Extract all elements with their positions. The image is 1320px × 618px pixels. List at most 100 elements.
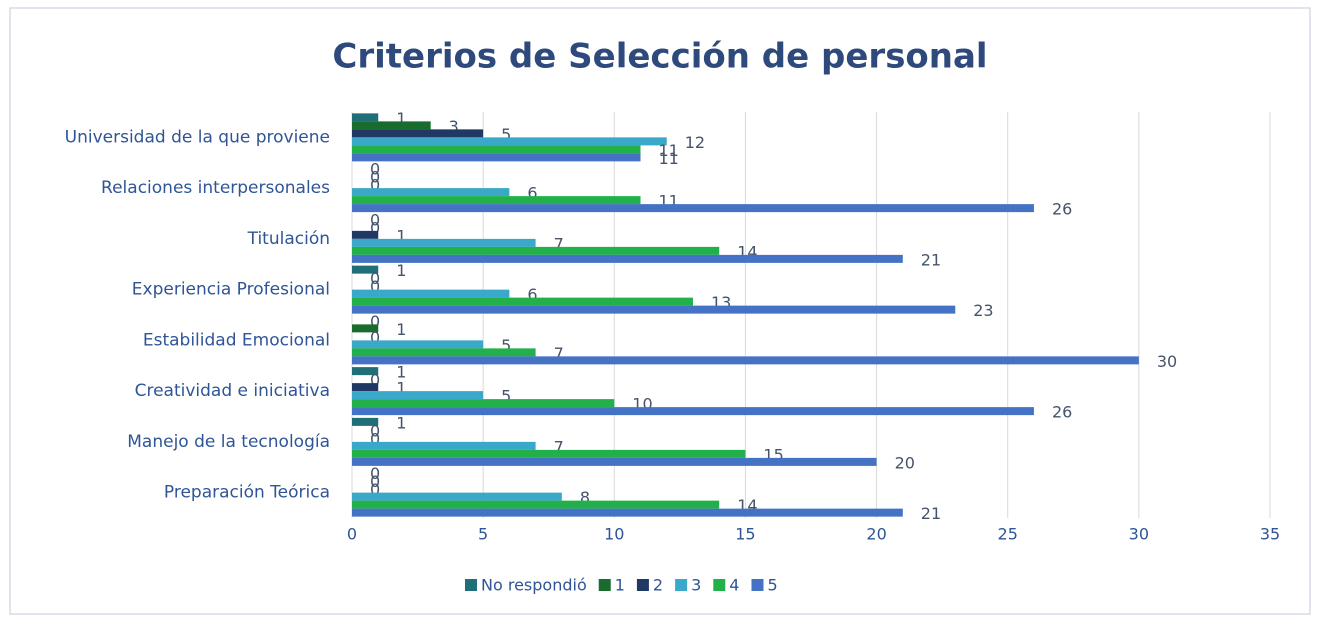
x-tick-label: 5 [478, 525, 488, 544]
bar [352, 492, 562, 501]
data-label: 7 [554, 437, 564, 456]
legend-label: 4 [729, 576, 739, 595]
bar [352, 383, 379, 392]
bar [352, 457, 877, 466]
data-label: 0 [370, 312, 380, 331]
bar [352, 196, 641, 205]
data-label: 12 [685, 133, 705, 152]
data-label: 21 [921, 250, 941, 269]
data-label: 5 [501, 336, 511, 355]
bar [352, 367, 379, 376]
data-label: 7 [554, 344, 564, 363]
data-label: 8 [580, 488, 590, 507]
data-label: 23 [973, 301, 993, 320]
x-tick-label: 30 [1129, 525, 1149, 544]
bar [352, 188, 510, 197]
bar [352, 254, 903, 263]
legend-label: 1 [615, 576, 625, 595]
data-label: 0 [370, 269, 380, 288]
bar [352, 153, 641, 162]
bar [352, 246, 720, 255]
x-tick-label: 0 [347, 525, 357, 544]
bar [352, 500, 720, 509]
data-label: 5 [501, 125, 511, 144]
data-label: 6 [527, 184, 537, 203]
bar [352, 137, 667, 146]
bar [352, 417, 379, 426]
y-tick-label: Experiencia Profesional [132, 280, 330, 300]
data-label: 0 [370, 176, 380, 195]
y-tick-label: Preparación Teórica [164, 483, 330, 503]
y-tick-label: Manejo de la tecnología [127, 432, 330, 452]
data-label: 0 [370, 371, 380, 390]
bar [352, 324, 379, 333]
data-label: 0 [370, 429, 380, 448]
data-label: 0 [370, 277, 380, 296]
bar [352, 265, 379, 274]
x-tick-label: 15 [735, 525, 755, 544]
bar [352, 238, 536, 247]
data-label: 6 [527, 285, 537, 304]
bar [352, 204, 1034, 213]
x-tick-label: 10 [604, 525, 624, 544]
legend-label: No respondió [481, 576, 587, 595]
bar [352, 449, 746, 458]
data-label: 7 [554, 234, 564, 253]
legend-swatch [713, 579, 726, 591]
data-label: 0 [370, 218, 380, 237]
data-label: 1 [396, 261, 406, 280]
data-label: 26 [1052, 200, 1072, 219]
legend-swatch [751, 579, 764, 591]
data-label: 3 [449, 117, 459, 136]
data-label: 0 [370, 472, 380, 491]
data-label: 0 [370, 464, 380, 483]
x-tick-label: 20 [866, 525, 886, 544]
chart-title: Criterios de Selección de personal [332, 37, 987, 77]
data-label: 1 [396, 413, 406, 432]
bar [352, 407, 1034, 416]
data-label: 21 [921, 504, 941, 523]
y-tick-label: Creatividad e iniciativa [135, 381, 330, 401]
bar [352, 129, 484, 138]
data-label: 0 [370, 480, 380, 499]
bar [352, 121, 431, 130]
data-label: 0 [370, 328, 380, 347]
bar [352, 399, 615, 408]
data-label: 0 [370, 160, 380, 179]
bar [352, 230, 379, 239]
data-label: 11 [659, 149, 679, 168]
data-label: 0 [370, 168, 380, 187]
bar [352, 289, 510, 298]
legend-swatch [636, 579, 649, 591]
data-label: 26 [1052, 403, 1072, 422]
data-label: 1 [396, 226, 406, 245]
bar [352, 508, 903, 517]
bar [352, 145, 641, 154]
data-label: 20 [895, 453, 915, 472]
data-label: 1 [396, 363, 406, 382]
y-tick-label: Universidad de la que proviene [65, 127, 330, 147]
bar [352, 113, 379, 122]
data-label: 1 [396, 109, 406, 128]
data-label: 1 [396, 320, 406, 339]
legend-label: 5 [767, 576, 777, 595]
x-tick-label: 25 [998, 525, 1018, 544]
y-tick-label: Relaciones interpersonales [101, 178, 330, 198]
data-label: 30 [1157, 352, 1177, 371]
x-tick-label: 35 [1260, 525, 1280, 544]
bar [352, 340, 484, 349]
data-label: 5 [501, 387, 511, 406]
legend-label: 3 [691, 576, 701, 595]
data-label: 0 [370, 421, 380, 440]
data-label: 1 [396, 379, 406, 398]
bar [352, 348, 536, 357]
legend-swatch [598, 579, 611, 591]
legend-swatch [465, 579, 477, 591]
bar [352, 441, 536, 450]
legend-swatch [675, 579, 688, 591]
y-tick-label: Estabilidad Emocional [143, 330, 330, 350]
bar [352, 356, 1139, 365]
bar [352, 305, 956, 314]
data-label: 0 [370, 210, 380, 229]
